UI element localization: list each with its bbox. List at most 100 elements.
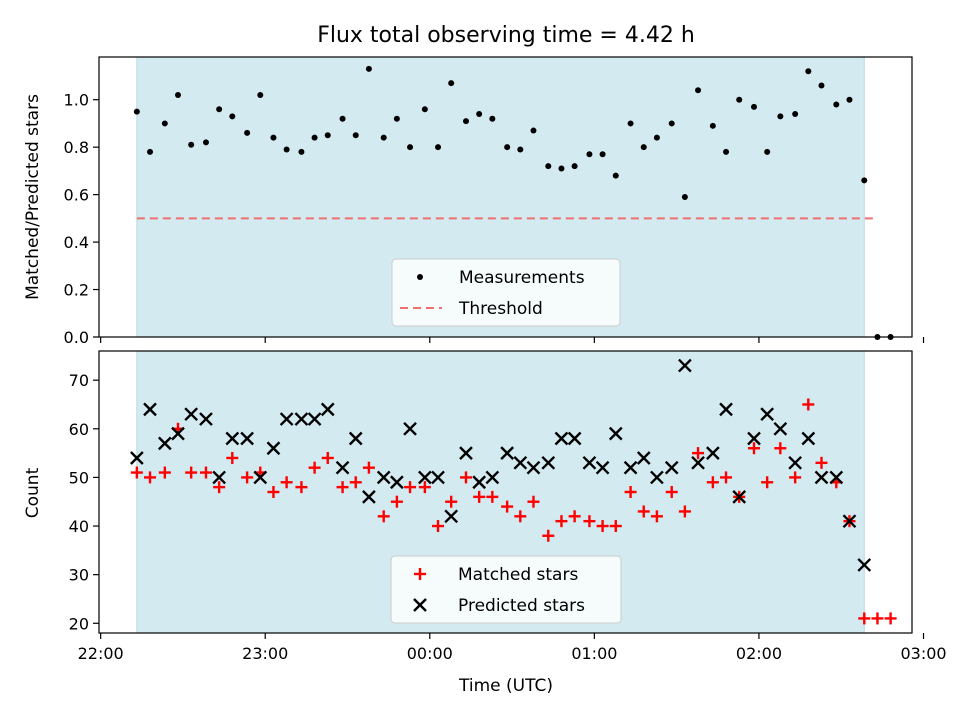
matched-star-point (501, 500, 514, 513)
measurement-point (463, 118, 470, 125)
top-y-tick-label: 0.6 (64, 186, 89, 205)
matched-star-point (321, 451, 334, 464)
bottom-y-tick-label: 20 (69, 614, 89, 633)
bottom-y-tick-label: 70 (69, 371, 89, 390)
predicted-star-point (814, 470, 829, 485)
predicted-star-point (459, 446, 473, 460)
predicted-star-point (320, 402, 335, 417)
predicted-star-point (418, 470, 432, 485)
predicted-star-point (253, 470, 268, 485)
predicted-star-d2 (266, 441, 281, 456)
measurement-point (571, 163, 578, 170)
top-y-tick-label: 0.4 (64, 233, 89, 252)
matched-star-point (486, 490, 499, 503)
predicted-star-d2 (706, 446, 720, 460)
predicted-star-point (664, 460, 679, 475)
predicted-star-point (773, 421, 788, 436)
matched-star-point (158, 466, 171, 479)
matched-star-point (568, 510, 581, 523)
measurement-point (216, 106, 223, 113)
predicted-star-d2 (567, 431, 582, 446)
predicted-star-point (348, 431, 363, 446)
predicted-star-point (636, 451, 651, 465)
predicted-star-point (472, 475, 487, 490)
predicted-star-point (719, 402, 733, 417)
predicted-star-point (485, 470, 500, 485)
measurement-point (202, 139, 209, 146)
legend-predicted-label: Predicted stars (458, 596, 585, 616)
matched-star-point (199, 466, 212, 479)
matched-star-point (720, 471, 733, 484)
predicted-star-d2 (225, 431, 240, 446)
predicted-star-d2 (814, 470, 829, 485)
matched-star-point (774, 442, 787, 455)
predicted-star-point (225, 431, 240, 446)
predicted-star-point (444, 509, 459, 524)
predicted-star-d2 (459, 446, 473, 460)
predicted-star-point (706, 446, 720, 460)
predicted-star-d2 (857, 558, 872, 572)
predicted-star-d2 (418, 470, 432, 485)
predicted-star-d2 (678, 358, 692, 373)
predicted-star-point (513, 455, 528, 470)
matched-star-point (349, 476, 362, 489)
predicted-star-d2 (157, 436, 172, 451)
matched-star-point (280, 476, 293, 489)
matched-star-point (858, 612, 871, 625)
bottom-y-tick-label: 40 (69, 517, 89, 536)
predicted-star-point (595, 460, 610, 475)
matched-star-point (706, 476, 719, 489)
matched-star-point (418, 481, 431, 494)
predicted-star-d2 (348, 431, 363, 446)
bottom-panel: 20 30 40 50 60 70 22:00 23:00 00:00 01:00 02:00 03… (23, 350, 947, 696)
predicted-star-point (691, 455, 705, 470)
predicted-star-d2 (444, 509, 459, 524)
top-y-axis: 0.0 0.2 0.4 0.6 0.8 1.0 (64, 91, 99, 347)
top-y-tick-label: 0.0 (64, 328, 89, 347)
matched-star-point (583, 515, 596, 528)
matched-star-point (665, 486, 678, 498)
predicted-star-point (130, 451, 144, 465)
matched-star-point (650, 510, 663, 523)
measurement-point (668, 120, 675, 127)
measurement-point (365, 65, 372, 72)
predicted-star-point (184, 407, 199, 422)
matched-star-point (445, 495, 458, 508)
bottom-legend-box (390, 555, 622, 624)
measurement-point (695, 87, 702, 94)
predicted-star-d2 (199, 412, 213, 426)
predicted-star-point (650, 470, 664, 485)
predicted-star-d2 (623, 460, 638, 475)
matched-star-point (596, 520, 609, 533)
predicted-star-d2 (431, 470, 445, 485)
top-y-tick-label: 1.0 (64, 91, 89, 110)
predicted-star-d2 (595, 460, 610, 475)
measurement-point (530, 127, 537, 134)
predicted-star-point (608, 426, 623, 441)
predicted-star-d2 (362, 490, 376, 504)
measurement-point (283, 146, 290, 153)
measurement-point (681, 194, 688, 200)
predicted-star-d2 (788, 455, 803, 470)
top-y-axis-label: Matched/Predicted stars (23, 94, 43, 300)
measurement-point (723, 148, 730, 155)
top-legend-box (391, 258, 621, 327)
measurement-point (558, 165, 565, 172)
matched-star-point (884, 612, 897, 625)
top-x-ticks (100, 337, 925, 343)
predicted-star-point (760, 407, 775, 422)
matched-star-point (432, 520, 445, 533)
bottom-y-axis: 20 30 40 50 60 70 (69, 371, 99, 633)
predicted-star-point (362, 490, 376, 504)
x-axis-label: Time (UTC) (458, 676, 553, 696)
bottom-y-tick-label: 60 (69, 420, 89, 439)
predicted-star-point (143, 402, 157, 417)
predicted-star-d2 (320, 402, 335, 417)
measurement-point (407, 144, 414, 151)
predicted-star-point (403, 421, 417, 436)
bottom-legend: Matched stars Predicted stars (390, 555, 622, 624)
matched-star-point (542, 529, 555, 542)
measurement-point (504, 144, 511, 151)
predicted-star-d2 (636, 451, 651, 465)
predicted-star-d2 (335, 460, 350, 475)
